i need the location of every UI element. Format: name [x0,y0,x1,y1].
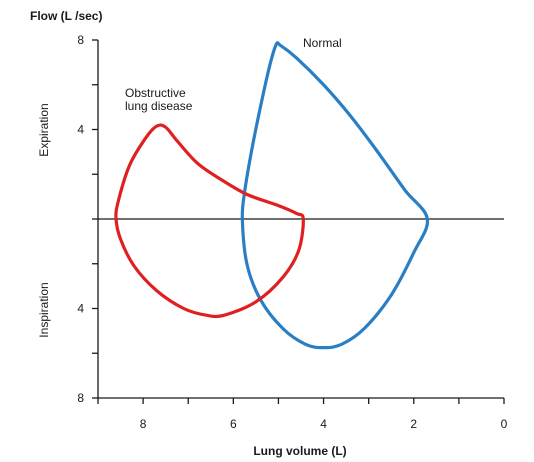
y-tick-label: 4 [77,302,84,316]
y-tick-label: 4 [77,123,84,137]
x-tick-label: 0 [501,417,508,431]
obstructive-curve-label-line1: Obstructive [125,86,186,100]
y-tick-label: 8 [77,33,84,47]
obstructive-curve-label-line2: lung disease [125,99,193,113]
axes: 8 4 4 8 8 6 4 2 0 [77,33,507,431]
normal-curve-label: Normal [303,36,342,50]
x-tick-label: 2 [410,417,417,431]
y-tick-label: 8 [77,391,84,405]
inspiration-label: Inspiration [37,282,51,337]
x-tick-label: 8 [140,417,147,431]
obstructive-curve [114,123,305,319]
x-tick-label: 4 [320,417,327,431]
expiration-label: Expiration [37,103,51,156]
x-tick-label: 6 [230,417,237,431]
normal-curve [240,41,430,350]
x-axis-title: Lung volume (L) [253,444,346,458]
y-axis-title: Flow (L /sec) [30,9,102,23]
curves [114,41,430,350]
